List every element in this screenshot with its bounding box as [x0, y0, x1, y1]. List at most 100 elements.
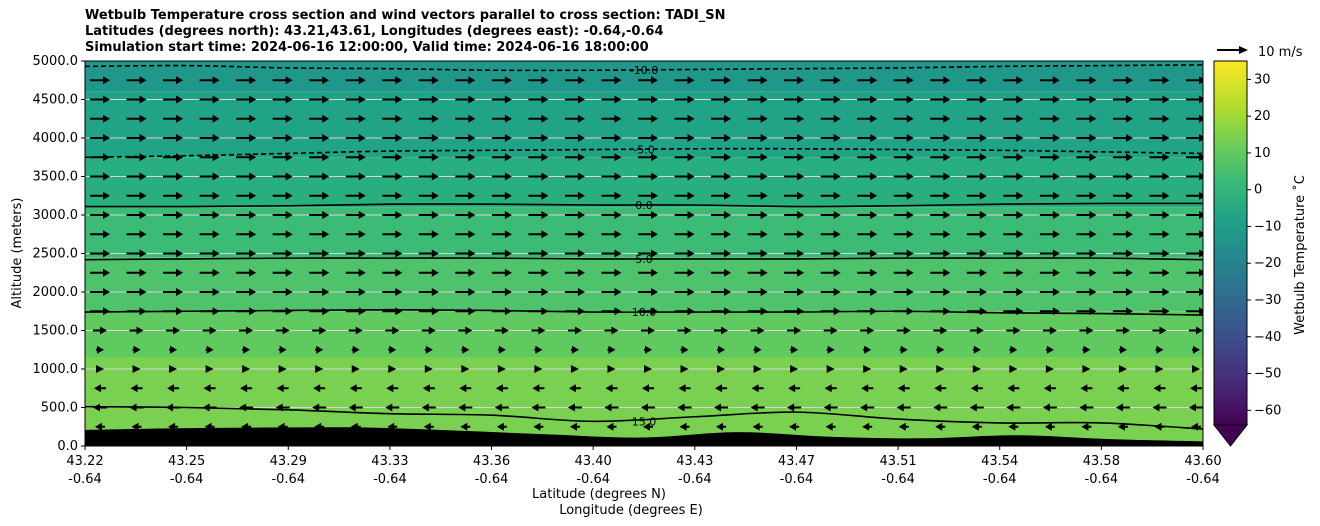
- wind-vector: [345, 76, 366, 85]
- wind-arrowhead: [724, 211, 732, 219]
- wind-arrowhead: [568, 384, 576, 393]
- wind-arrowhead: [717, 365, 726, 373]
- colorbar-label: Wetbulb Temperature ˚C: [1292, 175, 1308, 335]
- wind-arrowhead: [724, 134, 732, 142]
- wind-arrowhead: [103, 134, 110, 142]
- wind-arrowhead: [797, 172, 805, 181]
- wind-arrowhead: [577, 95, 585, 104]
- wind-vector: [899, 365, 908, 373]
- wind-vector: [1003, 288, 1024, 296]
- wind-arrowhead: [760, 307, 768, 316]
- wind-vector: [418, 172, 439, 181]
- wind-vector: [1115, 403, 1130, 412]
- wind-vector: [166, 326, 181, 335]
- wind-arrowhead: [1125, 134, 1133, 142]
- wind-arrowhead: [577, 172, 585, 181]
- wind-vector: [418, 153, 439, 162]
- y-tick-label: 1000.0: [33, 362, 79, 377]
- wind-arrowhead: [176, 172, 184, 181]
- y-tick-label: 500.0: [41, 401, 78, 416]
- wind-vector: [236, 153, 257, 162]
- wind-arrowhead: [431, 114, 439, 123]
- wind-vector: [1112, 249, 1133, 258]
- contour-label: 0.0: [635, 199, 653, 212]
- contour-label: 15.0: [632, 415, 657, 428]
- wind-vector: [382, 288, 403, 296]
- wind-vector: [601, 230, 622, 239]
- wind-arrowhead: [718, 345, 726, 354]
- wind-arrowhead: [751, 384, 759, 393]
- wind-vector: [497, 345, 506, 354]
- wind-vector: [90, 191, 110, 200]
- wind-arrowhead: [823, 403, 831, 412]
- colorbar-tick-label: −40: [1254, 330, 1281, 345]
- wind-vector: [674, 172, 695, 181]
- wind-vector: [936, 345, 945, 354]
- x-tick-label-lat: 43.47: [778, 454, 815, 469]
- wind-vector: [862, 422, 873, 431]
- wind-arrowhead: [1089, 230, 1097, 239]
- wind-arrowhead: [278, 365, 287, 373]
- wind-arrowhead: [95, 422, 102, 431]
- wind-vector: [893, 153, 914, 162]
- wind-vector: [641, 403, 655, 412]
- colorbar-tick-label: −10: [1254, 219, 1281, 234]
- wind-arrowhead: [282, 326, 290, 335]
- wind-vector: [1042, 403, 1057, 412]
- wind-arrowhead: [431, 191, 439, 200]
- wind-arrowhead: [170, 345, 178, 354]
- wind-vector: [750, 326, 765, 335]
- quiver-key-head: [1239, 46, 1248, 54]
- wind-vector: [275, 326, 290, 335]
- wind-arrowhead: [395, 268, 403, 277]
- wind-vector: [424, 345, 433, 354]
- wind-vector: [930, 268, 951, 277]
- wind-arrowhead: [176, 114, 184, 123]
- wind-arrowhead: [724, 172, 732, 181]
- wind-vector: [601, 211, 622, 219]
- wind-vector: [528, 288, 549, 296]
- terrain: [85, 427, 1203, 446]
- wind-vector: [1045, 345, 1054, 354]
- wind-arrowhead: [1052, 288, 1060, 296]
- wind-arrowhead: [1125, 268, 1133, 277]
- wind-vector: [607, 365, 616, 373]
- wind-arrowhead: [532, 384, 540, 393]
- wind-vector: [564, 134, 585, 142]
- wind-vector: [784, 114, 805, 123]
- wind-arrowhead: [687, 249, 695, 258]
- wind-arrowhead: [1162, 211, 1170, 219]
- wind-vector: [534, 365, 543, 373]
- wind-arrowhead: [535, 345, 543, 354]
- wind-vector: [820, 172, 841, 181]
- wind-arrowhead: [1199, 76, 1203, 85]
- wind-vector: [674, 153, 695, 162]
- wind-vector: [460, 422, 471, 431]
- wind-arrowhead: [1122, 326, 1130, 335]
- wind-vector: [1044, 422, 1055, 431]
- chart-title: Wetbulb Temperature cross section and wi…: [85, 8, 726, 56]
- wind-arrowhead: [870, 249, 878, 258]
- wind-arrowhead: [279, 345, 287, 354]
- wind-vector: [717, 345, 726, 354]
- wind-vector: [455, 211, 476, 219]
- y-axis-label: Altitude (meters): [10, 198, 25, 309]
- wind-arrowhead: [830, 326, 838, 335]
- wind-arrowhead: [395, 249, 403, 258]
- wind-arrowhead: [1052, 153, 1060, 162]
- wind-arrowhead: [979, 76, 987, 85]
- wind-arrowhead: [322, 249, 330, 258]
- wind-arrowhead: [462, 345, 470, 354]
- wind-arrowhead: [459, 384, 467, 393]
- wind-vector: [494, 326, 509, 335]
- wind-vector: [820, 230, 841, 239]
- wind-vector: [126, 134, 147, 142]
- wind-arrowhead: [1052, 95, 1060, 104]
- wind-arrowhead: [504, 153, 512, 162]
- y-tick-label: 4000.0: [33, 131, 79, 146]
- wind-vector: [857, 288, 878, 296]
- wind-arrowhead: [577, 268, 585, 277]
- wind-vector: [606, 422, 617, 431]
- x-tick-label-lon: -0.64: [1186, 472, 1220, 487]
- wind-arrowhead: [285, 230, 293, 239]
